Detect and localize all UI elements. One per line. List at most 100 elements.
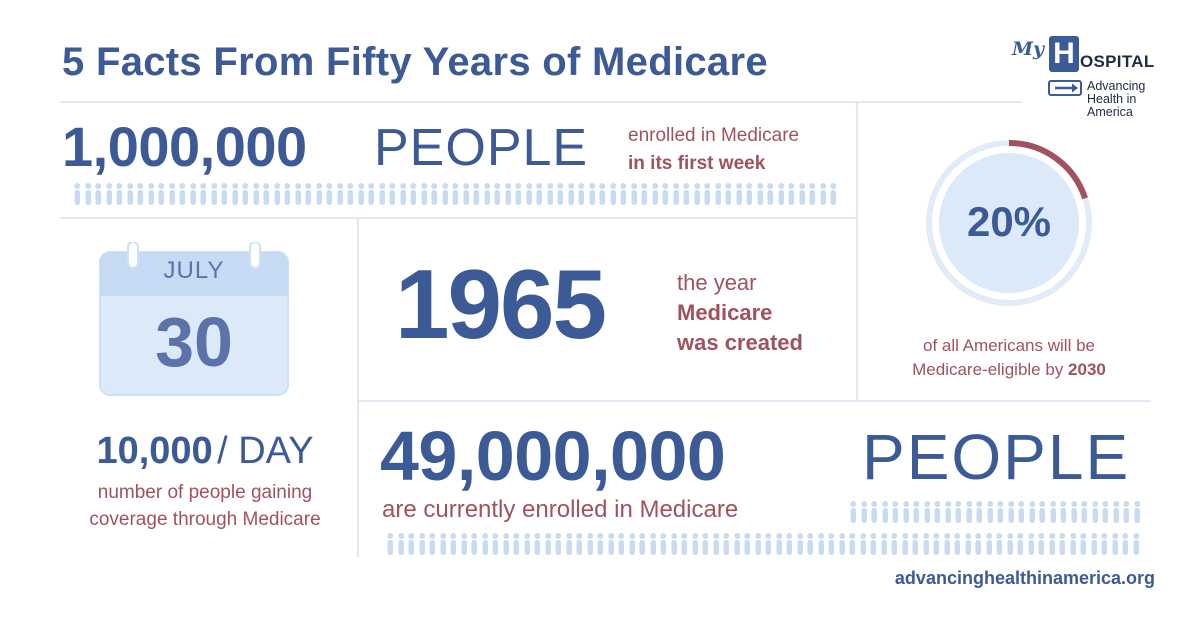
person-icon [177, 182, 188, 206]
person-icon [198, 182, 209, 206]
person-icon [889, 532, 900, 556]
person-icon [125, 182, 136, 206]
person-icon [723, 182, 734, 206]
person-icon [837, 532, 848, 556]
person-icon [744, 182, 755, 206]
person-icon [1132, 500, 1143, 524]
fact-description-line: Medicare [677, 300, 773, 325]
person-icon [1090, 500, 1101, 524]
person-icon [156, 182, 167, 206]
fact-unit: PEOPLE [862, 421, 1131, 493]
percent-ring [926, 140, 1092, 306]
person-icon [711, 532, 722, 556]
person-icon [219, 182, 230, 206]
person-icon [921, 532, 932, 556]
logo-tagline-line: Advancing [1087, 79, 1146, 93]
person-icon [1120, 532, 1131, 556]
people-icon-row [848, 500, 1150, 524]
person-icon [513, 182, 524, 206]
person-icon [72, 182, 83, 206]
person-icon [660, 182, 671, 206]
person-icon [859, 500, 870, 524]
person-icon [1068, 532, 1079, 556]
person-icon [1036, 532, 1047, 556]
person-icon [608, 182, 619, 206]
person-icon [637, 532, 648, 556]
person-icon [366, 182, 377, 206]
person-icon [1110, 532, 1121, 556]
person-icon [419, 182, 430, 206]
divider [357, 217, 359, 557]
person-icon [732, 532, 743, 556]
person-icon [931, 532, 942, 556]
person-icon [146, 182, 157, 206]
person-icon [597, 182, 608, 206]
person-icon [828, 182, 839, 206]
person-icon [702, 182, 713, 206]
page-title: 5 Facts From Fifty Years of Medicare [62, 40, 768, 84]
person-icon [639, 182, 650, 206]
person-icon [553, 532, 564, 556]
person-icon [1111, 500, 1122, 524]
logo-my-text: My [1012, 38, 1045, 60]
person-icon [482, 182, 493, 206]
person-icon [784, 532, 795, 556]
person-icon [953, 500, 964, 524]
person-icon [104, 182, 115, 206]
person-icon [1099, 532, 1110, 556]
person-icon [1037, 500, 1048, 524]
person-icon [524, 182, 535, 206]
person-icon [480, 532, 491, 556]
person-icon [629, 182, 640, 206]
person-icon [776, 182, 787, 206]
person-icon [135, 182, 146, 206]
fact-description-line: in its first week [628, 153, 766, 174]
person-icon [209, 182, 220, 206]
person-icon [952, 532, 963, 556]
person-icon [690, 532, 701, 556]
person-icon [1100, 500, 1111, 524]
person-icon [440, 182, 451, 206]
person-icon [314, 182, 325, 206]
fact-currently-enrolled: 49,000,000 PEOPLE are currently enrolled… [380, 416, 1170, 556]
person-icon [974, 500, 985, 524]
person-icon [566, 182, 577, 206]
person-icon [818, 182, 829, 206]
person-icon [994, 532, 1005, 556]
fact-per-day: 10,000 / DAY number of people gaining co… [60, 430, 350, 540]
person-icon [1005, 532, 1016, 556]
person-icon [964, 500, 975, 524]
person-icon [114, 182, 125, 206]
person-icon [713, 182, 724, 206]
person-icon [1048, 500, 1059, 524]
arrow-sign-icon [1048, 80, 1082, 96]
person-icon [658, 532, 669, 556]
person-icon [681, 182, 692, 206]
person-icon [900, 532, 911, 556]
person-icon [942, 532, 953, 556]
person-icon [555, 182, 566, 206]
person-icon [324, 182, 335, 206]
person-icon [417, 532, 428, 556]
person-icon [532, 532, 543, 556]
person-icon [534, 182, 545, 206]
person-icon [282, 182, 293, 206]
person-icon [272, 182, 283, 206]
person-icon [469, 532, 480, 556]
person-icon [669, 532, 680, 556]
person-icon [385, 532, 396, 556]
fact-first-week: 1,000,000 PEOPLE enrolled in Medicare in… [62, 114, 852, 214]
person-icon [345, 182, 356, 206]
person-icon [595, 532, 606, 556]
footer-website-link[interactable]: advancinghealthinamerica.org [894, 568, 1155, 588]
person-icon [742, 532, 753, 556]
person-icon [848, 500, 859, 524]
person-icon [574, 532, 585, 556]
fact-description-line: was created [677, 330, 803, 355]
person-icon [606, 532, 617, 556]
person-icon [377, 182, 388, 206]
fact-unit: / DAY [217, 430, 314, 472]
person-icon [910, 532, 921, 556]
divider [358, 400, 1151, 402]
person-icon [985, 500, 996, 524]
